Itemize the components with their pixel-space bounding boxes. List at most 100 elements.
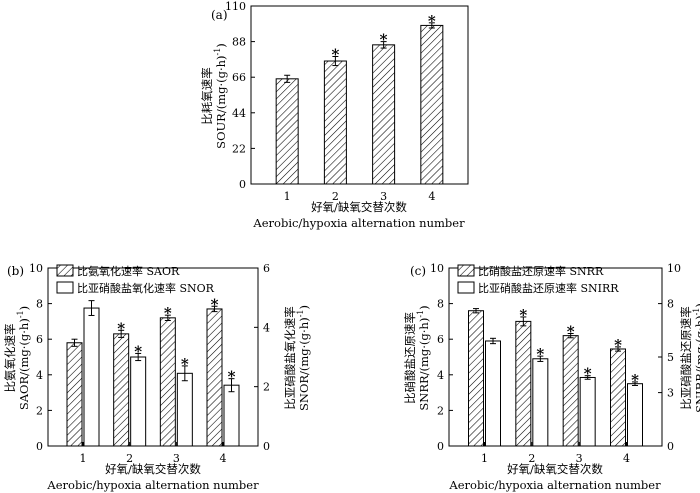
significance-star: *: [380, 31, 388, 49]
x-axis-title-cn: 好氧/缺氧交替次数: [105, 462, 201, 476]
y-tick-label-left: 8: [437, 298, 444, 311]
y-tick-label-left: 2: [437, 404, 444, 417]
y-axis-title-cn: 比亚硝酸盐还原速率: [679, 306, 693, 410]
unit-text: SNIRR/(mg·(g·h): [693, 315, 700, 412]
panel-label: (a): [211, 8, 228, 22]
unit-exponent: -1: [16, 310, 25, 318]
x-axis-title-en: Aerobic/hypoxia alternation number: [448, 478, 661, 492]
y-axis-title-cn: 比氨氧化速率: [3, 324, 17, 393]
unit-exponent: -1: [296, 309, 305, 317]
y-tick-label-right: 3: [667, 387, 674, 400]
y-axis-title-unit: SOUR/(mg·(g·h)-1): [213, 43, 228, 149]
significance-star: *: [181, 355, 189, 373]
x-axis-title-cn: 好氧/缺氧交替次数: [311, 200, 407, 214]
unit-text: SNOR/(mg·(g·h): [297, 317, 311, 411]
bar-primary: [113, 333, 130, 447]
significance-star: *: [164, 304, 172, 322]
legend-swatch: [457, 281, 475, 294]
y-axis-title-right: 比亚硝酸盐氧化速率 SNOR/(mg·(g·h)-1): [283, 305, 311, 411]
y-tick-label-left: 6: [36, 333, 43, 346]
y-tick-label-left: 0: [437, 440, 444, 453]
x-tick-label: 2: [126, 452, 133, 465]
bar-primary: [515, 320, 532, 447]
y-axis-title-unit: SNOR/(mg·(g·h)-1): [296, 305, 311, 411]
unit-text: SNRR/(mg·(g·h): [417, 318, 431, 411]
y-tick-label-left: 2: [36, 404, 43, 417]
y-tick-label-left: 44: [232, 107, 246, 120]
x-tick-label: 1: [481, 452, 488, 465]
y-tick-label-left: 88: [232, 36, 246, 49]
unit-close: ): [214, 43, 228, 48]
y-axis-title-unit: SNIRR/(mg·(g·h)-1): [692, 303, 700, 413]
x-tick-label: 1: [80, 452, 87, 465]
unit-exponent: -1: [416, 310, 425, 318]
significance-star: *: [536, 345, 544, 363]
x-tick-label: 3: [576, 452, 583, 465]
y-axis-title-cn: 比硝酸盐还原速率: [403, 312, 417, 404]
y-tick-label-left: 4: [36, 369, 43, 382]
y-tick-label-right: 8: [667, 298, 674, 311]
panel-label: (c): [410, 264, 426, 278]
bar-secondary: [532, 358, 549, 447]
unit-close: ): [297, 305, 311, 310]
x-tick-label: 3: [380, 190, 387, 203]
significance-star: *: [117, 319, 125, 337]
unit-text: SOUR/(mg·(g·h): [214, 55, 228, 148]
legend-swatch: [457, 264, 475, 277]
x-axis-title-en: Aerobic/hypoxia alternation number: [46, 478, 259, 492]
bar-secondary: [579, 376, 596, 447]
legend-label: 比亚硝酸盐还原速率 SNIRR: [478, 281, 619, 295]
x-axis-title-cn: 好氧/缺氧交替次数: [507, 462, 603, 476]
significance-star: *: [519, 306, 527, 324]
bar-primary: [372, 44, 396, 185]
y-tick-label-right: 5: [667, 351, 674, 364]
x-tick-label: 4: [428, 190, 435, 203]
y-tick-label-left: 8: [36, 298, 43, 311]
y-tick-label-right: 0: [263, 440, 270, 453]
y-axis-title-unit: SAOR/(mg·(g·h)-1): [16, 306, 31, 410]
y-axis-title-cn: 比亚硝酸盐氧化速率: [283, 306, 297, 410]
y-tick-label-left: 110: [225, 0, 246, 13]
bar-primary: [468, 310, 484, 447]
x-tick-label: 2: [332, 190, 339, 203]
bar-secondary: [176, 372, 193, 447]
chart-panel-b: 0 2 4 6 8 10 0 2 4 6 1 2 3 4 * * * * * * (b) 好氧/缺氧交替次数 Aerobic…: [3, 262, 311, 492]
significance-star: *: [584, 365, 592, 383]
x-tick-label: 3: [173, 452, 180, 465]
plot-frame: [47, 267, 259, 447]
significance-star: *: [228, 368, 236, 386]
x-tick-label: 1: [284, 190, 291, 203]
y-axis-title-left: 比硝酸盐还原速率 SNRR/(mg·(g·h)-1): [403, 305, 431, 410]
significance-star: *: [567, 323, 575, 341]
y-axis-title-left: 比耗氧速率 SOUR/(mg·(g·h)-1): [200, 43, 228, 149]
unit-exponent: -1: [692, 308, 700, 316]
legend-swatch: [56, 264, 74, 277]
y-axis-title-unit: SNRR/(mg·(g·h)-1): [416, 305, 431, 410]
bar-primary: [275, 78, 299, 185]
y-tick-label-right: 4: [263, 321, 270, 334]
y-tick-label-left: 4: [437, 369, 444, 382]
bar-primary: [159, 317, 176, 447]
significance-star: *: [631, 371, 639, 389]
legend-label: 比硝酸盐还原速率 SNRR: [478, 264, 604, 278]
bar-primary: [420, 24, 444, 185]
y-axis-title-left: 比氨氧化速率 SAOR/(mg·(g·h)-1): [3, 306, 31, 410]
y-tick-label-right: 10: [667, 262, 681, 275]
significance-star: *: [331, 45, 339, 63]
bar-secondary: [83, 307, 100, 447]
x-tick-label: 2: [528, 452, 535, 465]
plot-frame: [250, 5, 469, 185]
y-tick-label-right: 2: [263, 381, 270, 394]
y-tick-label-left: 0: [36, 440, 43, 453]
bar-secondary: [130, 356, 147, 447]
y-tick-label-left: 0: [239, 178, 246, 191]
bar-secondary: [485, 340, 501, 447]
unit-close: ): [417, 305, 431, 310]
significance-star: *: [134, 342, 142, 360]
x-tick-label: 4: [220, 452, 227, 465]
bar-primary: [66, 342, 83, 447]
y-tick-label-right: 0: [667, 440, 674, 453]
legend-swatch: [56, 281, 74, 294]
